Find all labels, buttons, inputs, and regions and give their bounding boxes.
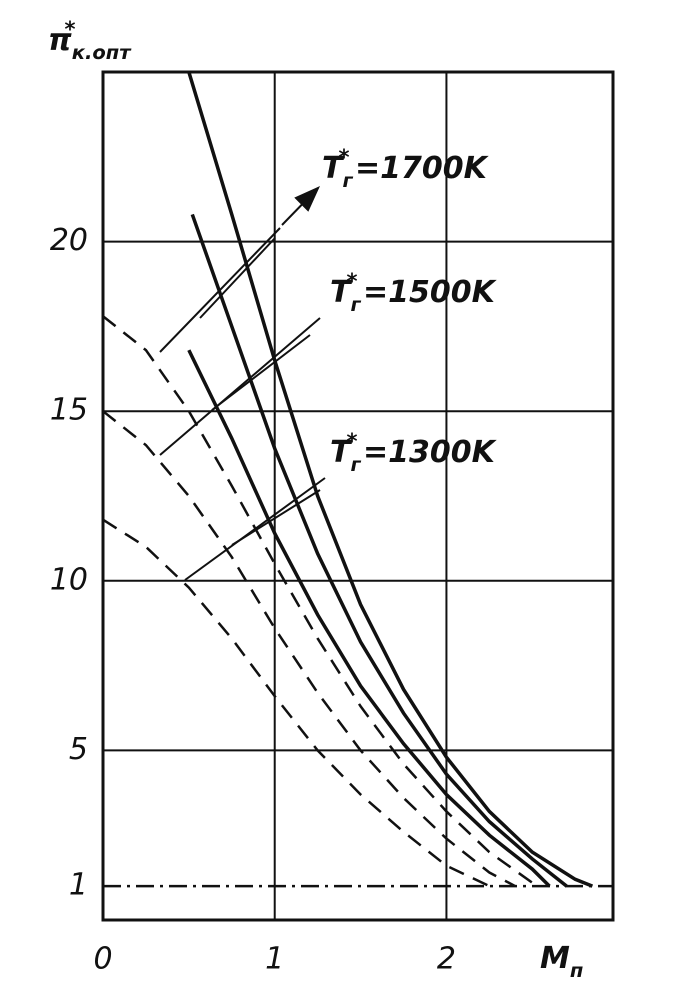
y-tick-label: 10 — [50, 562, 88, 597]
x-axis-label: Mп — [540, 941, 583, 982]
x-axis-label-base: M — [540, 941, 570, 976]
line-series — [190, 213, 568, 888]
y-axis-label: πк.опт* — [48, 18, 132, 65]
y-tick-label: 5 — [69, 732, 88, 767]
annotation-sup: * — [339, 146, 350, 170]
annotation-sup: * — [347, 270, 358, 294]
line-series — [102, 410, 516, 888]
annotation-text: =1700K — [355, 151, 490, 186]
x-tick-label: 1 — [265, 942, 284, 977]
annotation: Tг* =1700K — [322, 146, 490, 193]
line-series — [187, 71, 594, 888]
annotation: Tг* =1500K — [330, 270, 498, 317]
annotation-text: =1500K — [363, 275, 498, 310]
x-axis-label-sub: п — [570, 959, 583, 982]
annotation-base: T — [322, 151, 345, 186]
annotation-base: T — [330, 275, 353, 310]
annotation-base: T — [330, 435, 353, 470]
line-series — [102, 315, 534, 884]
annotation-sup: * — [347, 430, 358, 454]
annotation-sub: г — [350, 453, 361, 476]
y-tick-label: 20 — [50, 223, 88, 258]
y-tick-label: 15 — [50, 393, 88, 428]
y-axis-label-sub: к.опт — [72, 41, 133, 64]
y-axis-label-sup: * — [65, 18, 76, 42]
annotation-text: =1300K — [363, 435, 498, 470]
line-series — [102, 518, 490, 888]
x-tick-label: 2 — [437, 942, 456, 977]
annotation-sub: г — [350, 293, 361, 316]
annotation: Tг* =1300K — [330, 430, 498, 477]
y-tick-label: 1 — [69, 868, 88, 903]
annotation-sub: г — [342, 169, 353, 192]
x-tick-label: 0 — [93, 942, 112, 977]
y-axis-label-base: π — [48, 23, 72, 58]
line-series — [187, 349, 551, 888]
